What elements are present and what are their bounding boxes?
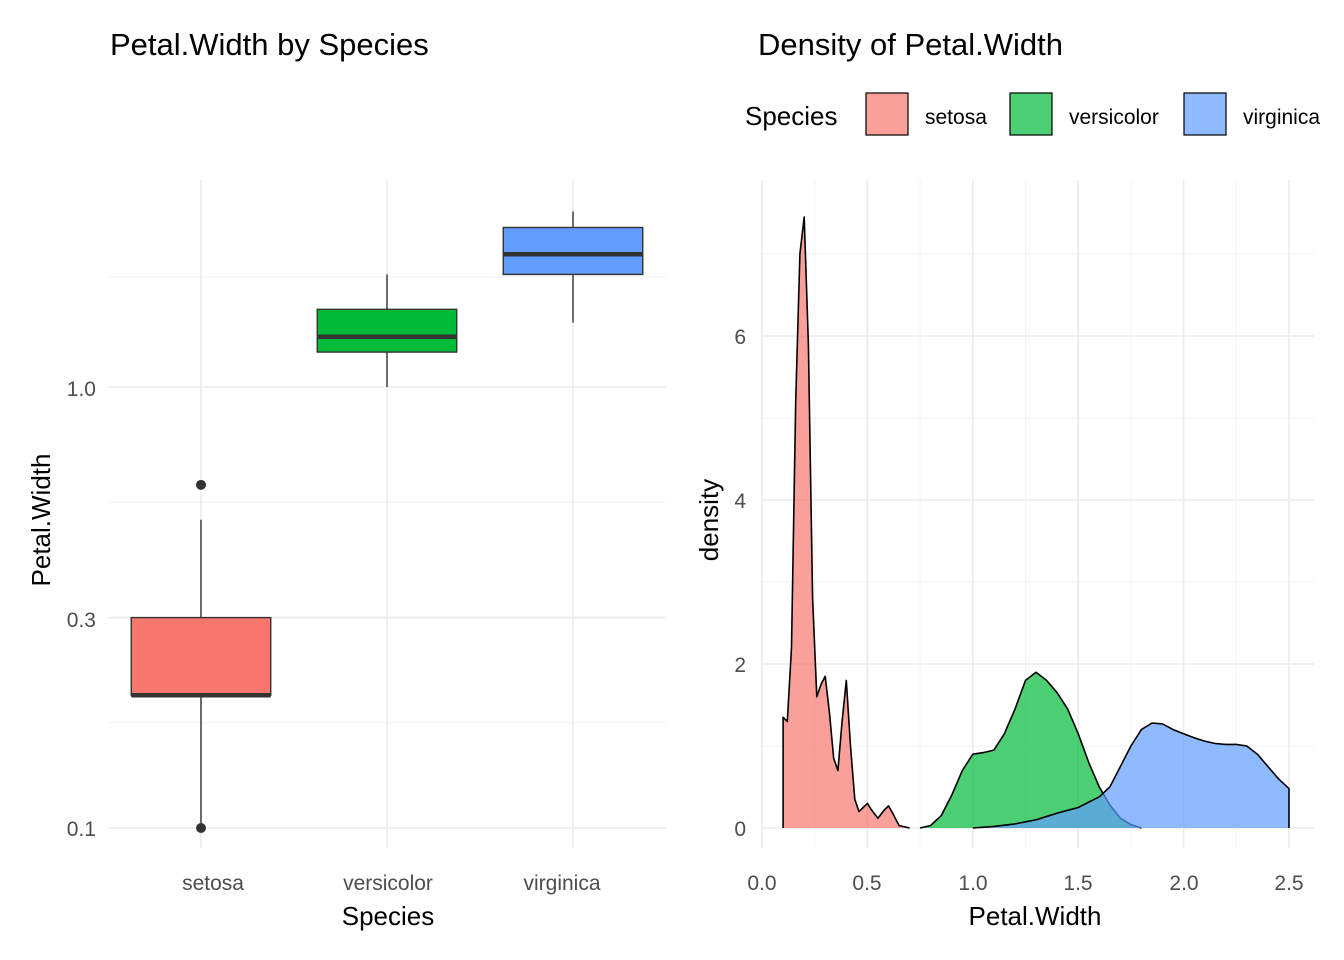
density-areas — [782, 216, 1290, 829]
density-y-axis-title: density — [694, 479, 724, 561]
box-virginica — [502, 211, 644, 323]
legend-key-setosa — [865, 92, 909, 136]
legend-label-setosa: setosa — [925, 106, 987, 129]
density-panel: Density of Petal.Width Species setosa ve… — [694, 27, 1320, 931]
box-iqr — [130, 616, 272, 696]
y-tick-label: 4 — [734, 490, 746, 513]
legend-label-versicolor: versicolor — [1069, 106, 1159, 129]
boxplot-y-axis-title: Petal.Width — [26, 454, 56, 587]
density-area-setosa — [783, 217, 910, 829]
x-tick-label: 1.0 — [958, 872, 987, 895]
box-setosa — [130, 479, 272, 833]
density-x-axis-title: Petal.Width — [969, 901, 1102, 931]
legend: Species setosa versicolor virginica — [745, 92, 1320, 136]
x-tick-label: 1.5 — [1063, 872, 1092, 895]
y-tick-label: 1.0 — [67, 378, 96, 401]
x-tick-label: 2.0 — [1169, 872, 1198, 895]
density-area-versicolor — [920, 672, 1142, 828]
legend-key-virginica — [1183, 92, 1227, 136]
legend-label-virginica: virginica — [1243, 106, 1320, 129]
density-line-setosa — [782, 216, 910, 829]
y-tick-label: 0 — [734, 818, 746, 841]
box-iqr — [502, 226, 644, 276]
density-line-virginica — [972, 722, 1290, 829]
x-tick-label: 0.5 — [852, 872, 881, 895]
x-tick-label: 2.5 — [1274, 872, 1303, 895]
boxplot-boxes — [130, 211, 644, 833]
x-tick-label: 0.0 — [747, 872, 776, 895]
y-tick-label: 2 — [734, 654, 746, 677]
density-title: Density of Petal.Width — [758, 27, 1063, 62]
boxplot-x-axis-title: Species — [342, 901, 435, 931]
x-tick-label: versicolor — [343, 872, 433, 895]
legend-key-versicolor — [1009, 92, 1053, 136]
boxplot-title: Petal.Width by Species — [110, 27, 429, 62]
y-tick-label: 0.3 — [67, 609, 96, 632]
box-versicolor — [316, 274, 458, 387]
x-tick-label: virginica — [523, 872, 600, 895]
boxplot-panel: Petal.Width by Species 1.0 0.3 0.1 setos… — [26, 27, 666, 931]
box-iqr — [316, 308, 458, 353]
outlier-point — [196, 479, 206, 490]
outlier-point — [196, 823, 206, 833]
legend-title: Species — [745, 101, 838, 131]
x-tick-label: setosa — [182, 872, 244, 895]
density-area-virginica — [972, 723, 1289, 828]
y-tick-label: 6 — [734, 326, 746, 349]
y-tick-label: 0.1 — [67, 818, 96, 841]
